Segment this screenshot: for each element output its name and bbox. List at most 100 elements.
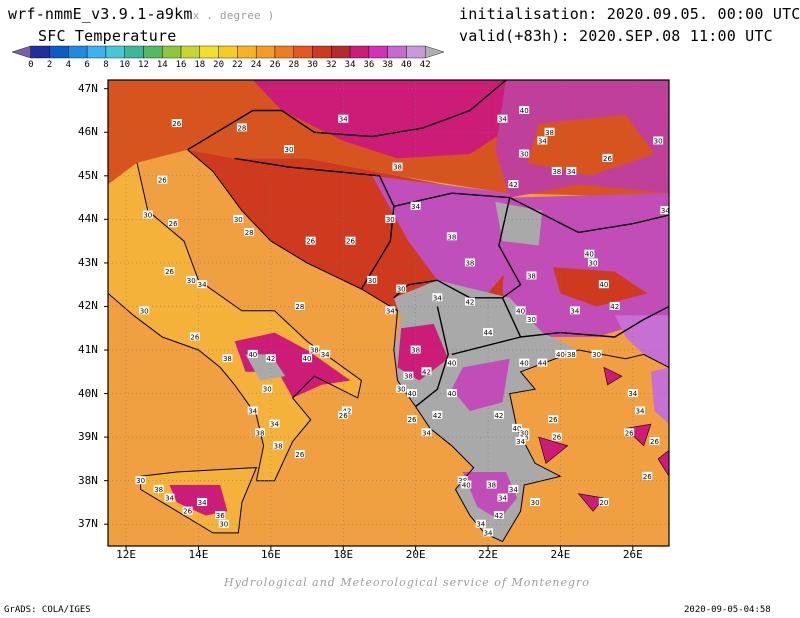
contour-label: 26	[295, 451, 304, 459]
colorbar-tick-label: 14	[156, 60, 168, 70]
contour-label: 34	[476, 521, 485, 529]
italian-peninsula	[108, 162, 362, 481]
pannonian-hot-zone	[252, 80, 518, 159]
contour-label-box	[548, 415, 559, 424]
contour-label: 34	[498, 495, 507, 503]
contour-label-box	[171, 119, 182, 128]
contour-label-box	[591, 349, 602, 358]
contour-label: 30	[654, 137, 663, 145]
latitude-label: 40N	[78, 386, 98, 400]
contour-label: 40	[248, 351, 257, 359]
contour-label: 34	[248, 407, 257, 415]
contour-label-box	[157, 175, 168, 184]
colorbar-tick-label: 6	[84, 60, 90, 70]
colorbar-tick-label: 2	[46, 60, 53, 70]
contour-label: 34	[339, 116, 348, 124]
contour-label-box	[153, 484, 164, 493]
contour-label-box	[551, 432, 562, 441]
contour-label: 34	[165, 495, 174, 503]
map-frame	[107, 79, 670, 547]
longitude-label: 24E	[550, 548, 571, 561]
contour-label-box	[396, 284, 407, 293]
country-border	[451, 336, 521, 356]
contour-label: 34	[422, 429, 431, 437]
contour-label-box	[135, 476, 146, 485]
country-border	[393, 192, 669, 234]
contour-label: 34	[198, 281, 207, 289]
contour-label: 40	[447, 360, 456, 368]
contour-label-box	[446, 232, 457, 241]
contour-label: 42	[494, 412, 503, 420]
contour-label-box	[305, 236, 316, 245]
contour-label: 26	[549, 416, 558, 424]
contour-label-box	[566, 349, 577, 358]
contour-label: 34	[321, 351, 330, 359]
contour-label-box	[218, 519, 229, 528]
contour-label-box	[493, 511, 504, 520]
country-border	[501, 297, 669, 338]
contour-label-box	[244, 227, 255, 236]
contour-label-box	[197, 280, 208, 289]
latitude-label: 42N	[78, 299, 98, 313]
contour-label: 26	[172, 120, 181, 128]
contour-label: 42	[266, 355, 275, 363]
contour-label: 30	[386, 216, 395, 224]
contour-label-box	[544, 127, 555, 136]
colorbar-tick-label: 42	[419, 60, 431, 70]
contour-label-box	[587, 258, 598, 267]
contour-label: 26	[190, 333, 199, 341]
contour-label-box	[294, 450, 305, 459]
contour-label-box	[508, 484, 519, 493]
footer-right: 2020-09-05-04:58	[684, 605, 771, 615]
contour-label-box	[215, 511, 226, 520]
contour-label-box	[432, 410, 443, 419]
contour-label: 26	[650, 438, 659, 446]
contour-label: 34	[509, 486, 518, 494]
valid-time: valid(+83h): 2020.SEP.08 11:00 UTC	[459, 27, 773, 45]
field-name: SFC Temperature	[38, 27, 177, 45]
contour-label-box	[464, 297, 475, 306]
contour-label: 42	[422, 368, 431, 376]
colorbar-tick-label: 22	[231, 60, 243, 70]
contour-label: 34	[498, 116, 507, 124]
contour-label-box	[519, 149, 530, 158]
contour-label: 26	[643, 473, 652, 481]
contour-label: 30	[140, 307, 149, 315]
contour-label: 30	[592, 351, 601, 359]
contour-label-box	[511, 423, 522, 432]
longitude-label: 22E	[478, 548, 498, 561]
contour-label: 38	[487, 482, 496, 490]
contour-label: 34	[433, 294, 442, 302]
contour-label: 38	[465, 259, 474, 267]
contour-label: 34	[636, 407, 645, 415]
contour-label-box	[515, 436, 526, 445]
coastline	[108, 162, 362, 482]
contour-label-box	[519, 432, 530, 441]
contour-label-box	[247, 349, 258, 358]
contour-label: 30	[368, 277, 377, 285]
contour-label-box	[432, 293, 443, 302]
contour-label-box	[186, 275, 197, 284]
contour-label: 34	[484, 529, 493, 537]
contour-label-box	[341, 406, 352, 415]
albania-hot-zone	[397, 323, 449, 381]
contour-label-box	[537, 358, 548, 367]
contour-label-box	[407, 389, 418, 398]
contour-label-box	[142, 210, 153, 219]
contour-label: 26	[625, 429, 634, 437]
contour-label-box	[497, 114, 508, 123]
longitude-label: 26E	[622, 548, 643, 561]
contour-label-box	[519, 358, 530, 367]
contour-label: 42	[494, 512, 503, 520]
contour-label-box	[483, 328, 494, 337]
latitude-label: 37N	[78, 517, 98, 531]
longitude-label: 18E	[333, 548, 354, 561]
contour-label: 26	[306, 238, 315, 246]
contour-label-box	[508, 180, 519, 189]
contour-label: 30	[263, 386, 272, 394]
contour-label: 38	[404, 373, 413, 381]
contour-label: 28	[245, 229, 254, 237]
contour-label: 44	[484, 329, 493, 337]
contour-label-box	[262, 384, 273, 393]
contour-label: 30	[531, 499, 540, 507]
